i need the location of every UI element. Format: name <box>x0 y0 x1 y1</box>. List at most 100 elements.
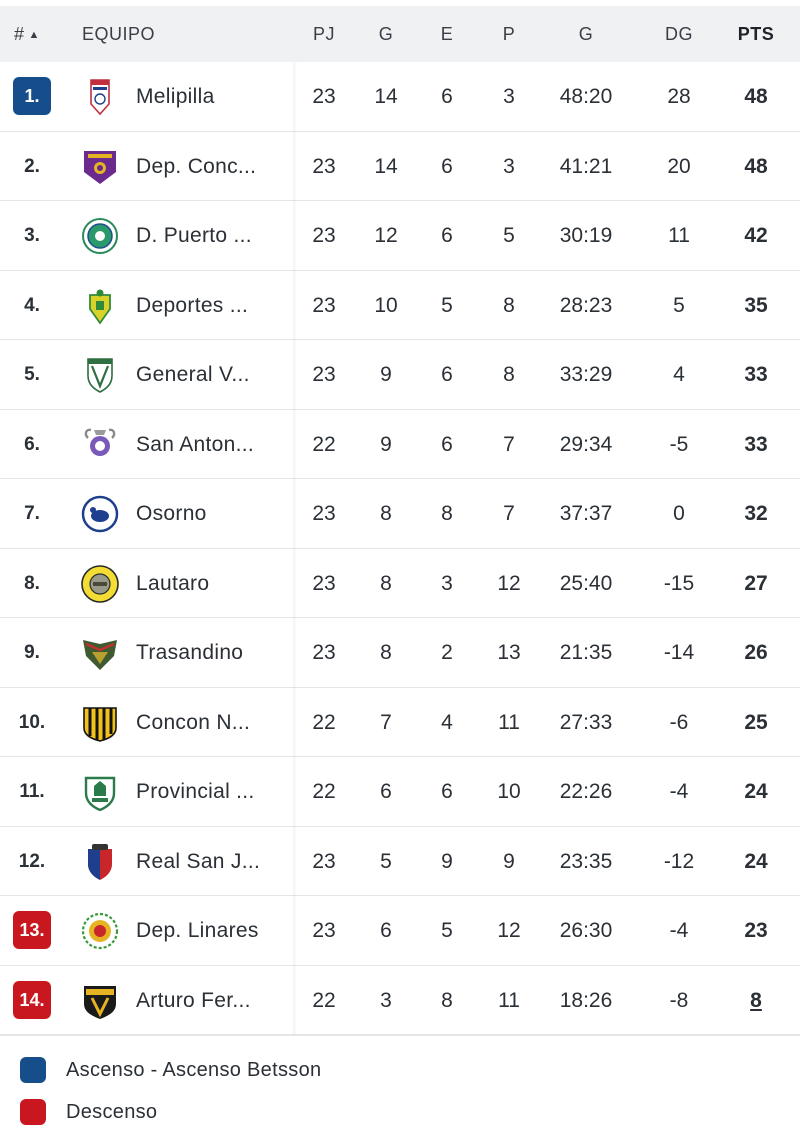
team-name[interactable]: Real San J... <box>136 849 261 873</box>
table-row[interactable]: 3. D. Puerto ... 23 12 6 5 30:19 11 42 <box>0 201 800 271</box>
points-cell: 48 <box>744 85 768 108</box>
relegation-rank-badge: 13. <box>13 911 51 949</box>
team-header[interactable]: EQUIPO <box>82 24 156 44</box>
team-name[interactable]: D. Puerto ... <box>136 224 252 247</box>
legend-label: Ascenso - Ascenso Betsson <box>66 1059 322 1081</box>
legend-label: Descenso <box>66 1101 158 1123</box>
rank-cell: 14. <box>12 966 52 1035</box>
team-name[interactable]: Melipilla <box>136 85 215 108</box>
lost-cell: 8 <box>503 293 515 317</box>
drawn-cell: 8 <box>441 502 453 525</box>
team-name[interactable]: Dep. Linares <box>136 919 259 942</box>
won-cell: 8 <box>380 571 392 595</box>
rank-cell: 10. <box>18 711 46 733</box>
lost-cell: 7 <box>503 502 515 525</box>
puerto-montt-crest-icon <box>80 217 120 255</box>
team-name[interactable]: Provincial ... <box>136 780 255 803</box>
rank-cell: 5. <box>24 364 40 385</box>
drawn-cell: 4 <box>441 710 453 734</box>
goal-difference-cell: -14 <box>663 641 695 664</box>
team-name[interactable]: Lautaro <box>136 571 210 595</box>
lost-header[interactable]: P <box>502 24 516 44</box>
team-name[interactable]: Deportes ... <box>136 293 249 317</box>
won-cell: 12 <box>374 224 398 247</box>
played-cell: 23 <box>312 85 336 108</box>
drawn-cell: 9 <box>441 849 453 873</box>
goals-cell: 37:37 <box>559 502 613 525</box>
points-cell: 35 <box>744 293 768 317</box>
concon-crest-icon <box>80 704 120 742</box>
provincial-crest-icon <box>80 773 120 812</box>
won-cell: 5 <box>380 849 392 873</box>
drawn-cell: 6 <box>441 224 453 247</box>
goal-difference-cell: 0 <box>673 502 685 525</box>
table-row[interactable]: 13. Dep. Linares 23 6 5 12 26:30 -4 23 <box>0 896 800 966</box>
promotion-swatch <box>20 1057 46 1083</box>
points-cell: 48 <box>744 154 768 178</box>
points-cell: 33 <box>744 363 768 386</box>
table-row[interactable]: 14. Arturo Fer... 22 3 8 11 18:26 -8 8 <box>0 966 800 1035</box>
san-antonio-crest-icon <box>80 426 120 464</box>
rank-cell: 3. <box>24 225 40 246</box>
lost-cell: 3 <box>503 85 515 108</box>
table-row[interactable]: 6. San Anton... 22 9 6 7 29:34 -5 33 <box>0 410 800 479</box>
goals-cell: 26:30 <box>559 919 613 942</box>
sort-ascending-icon: ▲ <box>28 29 40 41</box>
won-header[interactable]: G <box>378 24 394 44</box>
table-row[interactable]: 4. Deportes ... 23 10 5 8 28:23 5 35 <box>0 271 800 340</box>
won-cell: 9 <box>380 363 392 386</box>
table-row[interactable]: 9. Trasandino 23 8 2 13 21:35 -14 26 <box>0 618 800 688</box>
rank-cell: 11. <box>19 781 45 802</box>
lost-cell: 10 <box>497 780 521 803</box>
played-header[interactable]: PJ <box>312 24 335 44</box>
table-row[interactable]: 10. Concon N... 22 7 4 11 27:33 -6 25 <box>0 688 800 757</box>
played-cell: 23 <box>312 641 336 664</box>
played-cell: 23 <box>312 224 336 247</box>
table-row[interactable]: 7. Osorno 23 8 8 7 37:37 0 32 <box>0 479 800 549</box>
won-cell: 8 <box>380 641 392 664</box>
goal-difference-cell: 4 <box>673 363 685 386</box>
drawn-cell: 6 <box>441 780 453 803</box>
rank-cell: 7. <box>24 503 40 524</box>
points-cell: 23 <box>744 919 768 942</box>
team-name[interactable]: General V... <box>136 363 250 386</box>
points-header[interactable]: PTS <box>737 24 775 44</box>
goals-cell: 33:29 <box>559 363 613 386</box>
melipilla-crest-icon <box>80 78 120 116</box>
table-row[interactable]: 11. Provincial ... 22 6 6 10 22:26 -4 24 <box>0 757 800 827</box>
won-cell: 14 <box>374 154 398 178</box>
drawn-cell: 5 <box>441 919 453 942</box>
goal-difference-header[interactable]: DG <box>665 24 693 44</box>
goal-difference-cell: -12 <box>663 849 695 873</box>
table-row[interactable]: 12. Real San J... 23 5 9 9 23:35 -12 24 <box>0 827 800 896</box>
table-row[interactable]: 5. General V... 23 9 6 8 33:29 4 33 <box>0 340 800 410</box>
goal-difference-cell: 11 <box>668 224 690 247</box>
drawn-cell: 6 <box>441 85 453 108</box>
rank-header[interactable]: # ▲ <box>14 24 40 44</box>
team-name[interactable]: Arturo Fer... <box>136 988 251 1012</box>
concepcion-crest-icon <box>80 148 120 186</box>
goals-cell: 29:34 <box>559 432 613 456</box>
goals-header[interactable]: G <box>578 24 594 44</box>
goal-difference-cell: -4 <box>669 780 689 803</box>
table-row[interactable]: 2. Dep. Conc... 23 14 6 3 41:21 20 48 <box>0 132 800 201</box>
played-cell: 23 <box>312 919 336 942</box>
trasandino-crest-icon <box>80 634 120 672</box>
lost-cell: 5 <box>503 224 515 247</box>
team-name[interactable]: San Anton... <box>136 432 255 456</box>
table-row[interactable]: 1. Melipilla 23 14 6 3 48:20 28 48 <box>0 62 800 132</box>
lautaro-crest-icon <box>80 564 120 603</box>
team-name[interactable]: Trasandino <box>136 641 244 664</box>
drawn-header[interactable]: E <box>440 24 454 44</box>
played-cell: 23 <box>312 154 336 178</box>
team-name[interactable]: Osorno <box>136 502 207 525</box>
points-cell: 26 <box>744 641 768 664</box>
points-value-link[interactable]: 8 <box>750 988 762 1012</box>
goals-cell: 22:26 <box>559 780 613 803</box>
table-row[interactable]: 8. Lautaro 23 8 3 12 25:40 -15 27 <box>0 549 800 618</box>
team-name[interactable]: Dep. Conc... <box>136 154 257 178</box>
team-name[interactable]: Concon N... <box>136 710 251 734</box>
table-header: # ▲ EQUIPO PJ G E P G DG PTS <box>0 6 800 62</box>
drawn-cell: 8 <box>441 988 453 1012</box>
points-cell: 25 <box>744 710 768 734</box>
